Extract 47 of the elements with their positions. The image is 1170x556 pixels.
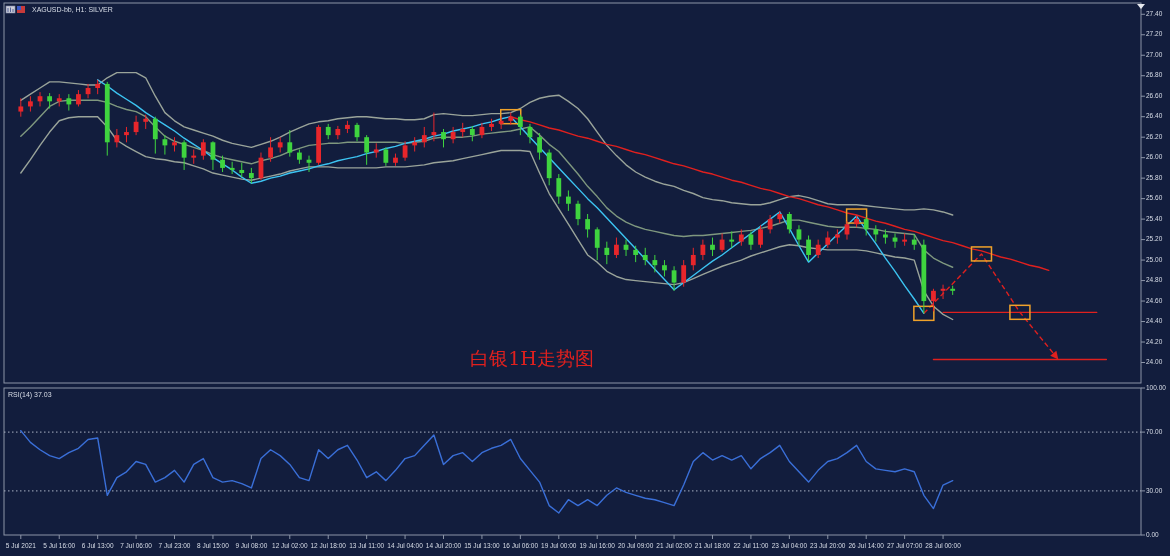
candlestick <box>181 139 187 171</box>
candlestick <box>421 126 427 148</box>
candlestick <box>556 173 562 205</box>
candlestick <box>931 288 936 312</box>
candlestick <box>114 128 120 148</box>
candlestick <box>806 235 811 262</box>
candlestick <box>863 216 869 237</box>
line-series <box>20 115 954 321</box>
candlestick <box>287 129 293 158</box>
line-series <box>20 429 954 514</box>
candlestick <box>383 146 389 167</box>
point <box>500 108 522 125</box>
candlestick <box>719 232 725 253</box>
candlestick <box>18 97 24 118</box>
candlestick <box>786 211 792 234</box>
candlestick <box>431 112 437 142</box>
candlestick <box>604 241 610 265</box>
candlestick <box>690 247 696 271</box>
candlestick <box>681 259 687 288</box>
candlestick <box>652 254 658 273</box>
candlestick <box>498 116 504 130</box>
candlestick <box>729 230 735 249</box>
candlestick <box>796 224 802 247</box>
candlestick <box>268 136 273 163</box>
annotation: 白银1H走势图 <box>470 347 594 369</box>
candlestick <box>191 148 197 165</box>
candlestick <box>364 134 370 166</box>
candlestick <box>748 230 754 251</box>
candlestick <box>537 132 542 161</box>
point <box>913 305 935 322</box>
candlestick <box>815 239 821 259</box>
candlestick <box>614 237 619 259</box>
candlestick <box>200 138 206 161</box>
candlestick <box>585 213 591 239</box>
candlestick <box>152 116 158 155</box>
point <box>1009 304 1031 321</box>
candlestick <box>517 114 523 136</box>
candlestick <box>902 232 908 247</box>
candlestick <box>441 128 446 148</box>
candlestick <box>767 214 773 234</box>
candlestick <box>450 126 456 144</box>
candlestick <box>710 237 715 257</box>
candlestick <box>758 224 763 249</box>
candlestick <box>594 226 600 261</box>
candlestick <box>565 189 571 212</box>
candlestick <box>700 239 706 261</box>
line-series <box>20 71 954 216</box>
